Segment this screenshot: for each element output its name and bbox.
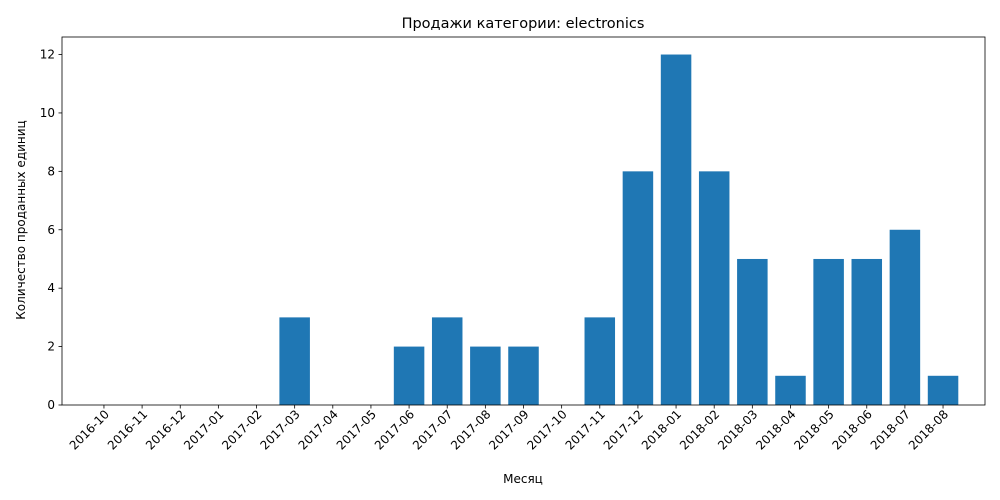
- y-tick-label: 4: [47, 281, 55, 295]
- bar-2017-12: [622, 171, 654, 405]
- x-tick-label: 2016-10: [67, 407, 112, 452]
- x-tick-label: 2017-03: [257, 407, 302, 452]
- bar-2018-01: [660, 54, 692, 406]
- bar-2017-08: [470, 346, 501, 405]
- x-tick-label: 2017-01: [181, 407, 226, 452]
- y-tick-label: 2: [47, 340, 55, 354]
- x-tick-label: 2017-06: [372, 407, 417, 452]
- x-tick-label: 2018-04: [753, 407, 798, 452]
- x-tick-label: 2018-05: [791, 407, 836, 452]
- bar-2018-04: [775, 375, 806, 405]
- plot-area: 0246810122016-102016-112016-122017-01201…: [40, 36, 986, 453]
- x-tick-label: 2017-09: [486, 407, 531, 452]
- bar-2018-08: [927, 375, 959, 405]
- bar-2017-07: [431, 317, 463, 405]
- x-tick-label: 2017-02: [219, 407, 264, 452]
- x-tick-label: 2017-12: [601, 407, 646, 452]
- x-tick-label: 2018-07: [868, 407, 913, 452]
- bar-2018-05: [813, 258, 844, 405]
- chart-title: Продажи категории: electronics: [402, 16, 645, 32]
- x-tick-label: 2017-10: [524, 407, 569, 452]
- bar-2018-02: [698, 171, 730, 405]
- y-tick-label: 6: [47, 223, 55, 237]
- x-tick-label: 2017-04: [296, 407, 341, 452]
- bar-2018-07: [889, 229, 921, 405]
- bar-2017-11: [584, 317, 616, 405]
- y-tick-label: 12: [40, 48, 55, 62]
- x-tick-label: 2017-07: [410, 407, 455, 452]
- x-tick-label: 2018-06: [830, 407, 875, 452]
- x-tick-label: 2018-01: [639, 407, 684, 452]
- bar-2017-03: [279, 317, 310, 405]
- x-tick-label: 2016-11: [105, 407, 150, 452]
- bar-2017-06: [393, 346, 425, 405]
- x-axis-label: Месяц: [503, 472, 543, 486]
- x-tick-label: 2017-05: [334, 407, 379, 452]
- x-tick-label: 2016-12: [143, 407, 188, 452]
- x-tick-label: 2018-03: [715, 407, 760, 452]
- x-tick-label: 2017-08: [448, 407, 493, 452]
- bar-2018-06: [851, 258, 883, 405]
- y-tick-label: 0: [47, 398, 55, 412]
- x-tick-label: 2018-08: [906, 407, 951, 452]
- y-tick-label: 10: [40, 106, 55, 120]
- y-axis-label: Количество проданных единиц: [14, 120, 28, 319]
- bar-2018-03: [737, 258, 768, 405]
- bar-2017-09: [508, 346, 539, 405]
- y-tick-label: 8: [47, 164, 55, 178]
- x-tick-label: 2018-02: [677, 407, 722, 452]
- x-tick-label: 2017-11: [563, 407, 608, 452]
